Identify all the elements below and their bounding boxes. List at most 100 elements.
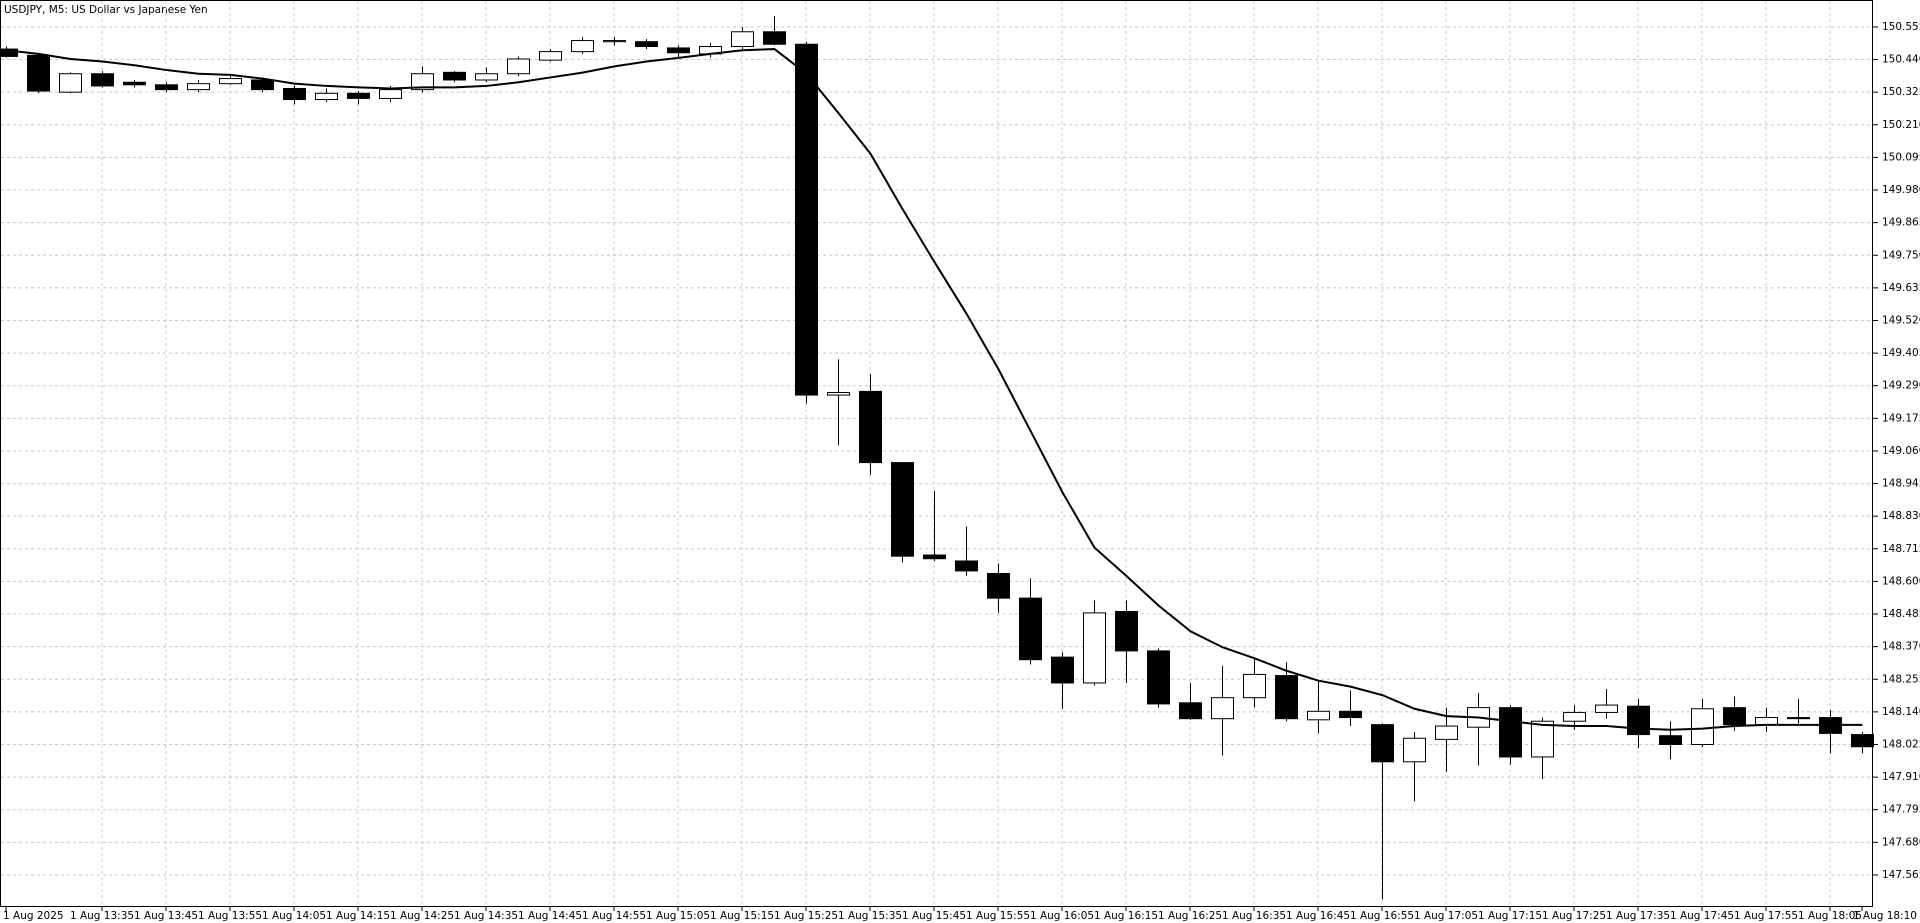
candle-body — [59, 73, 82, 93]
x-tick-label: 1 Aug 18:05 — [1798, 910, 1862, 922]
y-tick-label: 148.485 — [1882, 608, 1920, 620]
candle-body — [347, 92, 370, 99]
candle-body — [411, 73, 434, 91]
candle-body — [155, 84, 178, 91]
x-tick-label: 1 Aug 14:25 — [390, 910, 454, 922]
candle-body — [187, 83, 210, 91]
x-tick-label: 1 Aug 17:55 — [1734, 910, 1798, 922]
x-tick-label: 1 Aug 16:25 — [1158, 910, 1222, 922]
candle-body — [923, 554, 946, 560]
x-tick-label: 1 Aug 17:45 — [1670, 910, 1734, 922]
y-tick-label: 148.600 — [1882, 575, 1920, 587]
candle-body — [859, 390, 882, 464]
y-tick-label: 150.440 — [1882, 54, 1920, 66]
y-tick-label: 148.945 — [1882, 478, 1920, 490]
plot-frame — [0, 0, 1873, 907]
candle-body — [1691, 708, 1714, 745]
y-tick-label: 150.555 — [1882, 21, 1920, 33]
x-tick-label: 1 Aug 17:15 — [1478, 910, 1542, 922]
x-tick-label: 1 Aug 13:45 — [134, 910, 198, 922]
y-tick-label: 149.175 — [1882, 412, 1920, 424]
candle-body — [379, 89, 402, 99]
y-tick-label: 147.795 — [1882, 804, 1920, 816]
x-tick-label: 1 Aug 13:55 — [198, 910, 262, 922]
y-tick-label: 147.910 — [1882, 771, 1920, 783]
x-tick-label: 1 Aug 17:05 — [1414, 910, 1478, 922]
candle-body — [1051, 656, 1074, 684]
y-tick-label: 148.025 — [1882, 738, 1920, 750]
x-tick-label: 1 Aug 15:35 — [838, 910, 902, 922]
y-tick-label: 147.565 — [1882, 869, 1920, 881]
x-tick-label: 1 Aug 13:35 — [70, 910, 134, 922]
x-tick-label: 1 Aug 16:45 — [1286, 910, 1350, 922]
candle-body — [1723, 707, 1746, 726]
y-tick-label: 148.830 — [1882, 510, 1920, 522]
y-tick-label: 149.635 — [1882, 282, 1920, 294]
candle-body — [1211, 697, 1234, 720]
candle-body — [475, 73, 498, 81]
candle-body — [91, 73, 114, 87]
x-tick-label: 1 Aug 15:25 — [774, 910, 838, 922]
x-tick-label: 1 Aug 15:45 — [902, 910, 966, 922]
candle-body — [1787, 717, 1810, 720]
candle-body — [795, 43, 818, 396]
candle-body — [539, 51, 562, 61]
candle-body — [1563, 711, 1586, 722]
y-tick-label: 150.325 — [1882, 86, 1920, 98]
candle-body — [219, 78, 242, 85]
candle-body — [1115, 610, 1138, 652]
candle-body — [443, 71, 466, 81]
candle-body — [763, 31, 786, 45]
candle-body — [1019, 597, 1042, 661]
candle-body — [1083, 612, 1106, 684]
y-tick-label: 148.255 — [1882, 673, 1920, 685]
candle-body — [571, 40, 594, 53]
moving-average-line — [6, 48, 1863, 731]
x-tick-label: 1 Aug 15:05 — [646, 910, 710, 922]
candle-body — [1627, 705, 1650, 736]
candle-body — [315, 92, 338, 101]
candle-body — [891, 462, 914, 557]
candle-body — [603, 40, 626, 43]
x-tick-label: 1 Aug 2025 — [3, 910, 64, 922]
x-tick-label: 1 Aug 14:45 — [518, 910, 582, 922]
candle-body — [955, 560, 978, 572]
candle-body — [667, 47, 690, 54]
x-tick-label: 1 Aug 17:25 — [1542, 910, 1606, 922]
candle-body — [827, 392, 850, 396]
candle-body — [987, 572, 1010, 599]
candle-body — [123, 81, 146, 86]
x-tick-label: 1 Aug 16:35 — [1222, 910, 1286, 922]
x-tick-label: 1 Aug 14:35 — [454, 910, 518, 922]
x-tick-label: 1 Aug 14:55 — [582, 910, 646, 922]
y-tick-label: 148.370 — [1882, 641, 1920, 653]
y-tick-label: 147.680 — [1882, 836, 1920, 848]
y-tick-label: 149.290 — [1882, 380, 1920, 392]
candle-body — [1403, 737, 1426, 763]
y-tick-label: 149.980 — [1882, 184, 1920, 196]
candle-body — [635, 41, 658, 48]
candle-body — [1595, 704, 1618, 713]
candle-body — [507, 58, 530, 75]
y-tick-label: 150.095 — [1882, 151, 1920, 163]
candle-body — [1851, 734, 1874, 748]
candle-body — [0, 48, 18, 57]
y-tick-label: 149.520 — [1882, 314, 1920, 326]
x-tick-label: 1 Aug 16:55 — [1350, 910, 1414, 922]
candle-body — [1147, 650, 1170, 705]
y-tick-label: 148.715 — [1882, 543, 1920, 555]
candle-body — [731, 31, 754, 48]
x-tick-label: 1 Aug 17:35 — [1606, 910, 1670, 922]
x-tick-label: 1 Aug 14:05 — [262, 910, 326, 922]
candle-body — [283, 87, 306, 101]
candle-body — [27, 54, 50, 92]
candle-body — [1499, 707, 1522, 758]
candle-body — [1179, 702, 1202, 720]
chart-title: USDJPY, M5: US Dollar vs Japanese Yen — [4, 4, 208, 16]
y-tick-label: 149.865 — [1882, 217, 1920, 229]
candle-body — [1339, 710, 1362, 719]
candle-body — [251, 79, 274, 91]
candle-body — [1307, 710, 1330, 721]
x-tick-label: 1 Aug 15:15 — [710, 910, 774, 922]
candle-body — [1371, 724, 1394, 763]
